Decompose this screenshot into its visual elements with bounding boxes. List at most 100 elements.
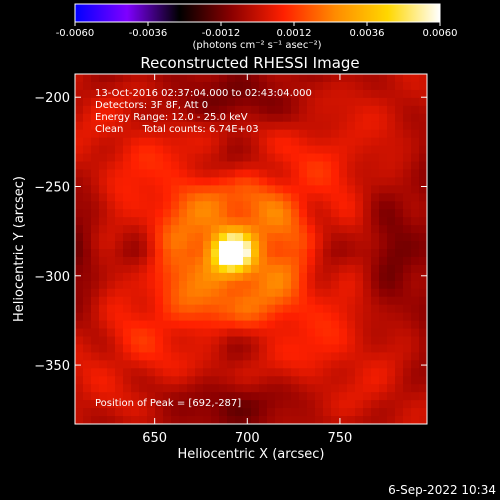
heatmap-pixel [315, 193, 324, 202]
heatmap-pixel [307, 272, 316, 282]
heatmap-pixel [219, 336, 228, 346]
heatmap-pixel [211, 328, 220, 338]
heatmap-pixel [331, 392, 340, 401]
heatmap-pixel [115, 185, 124, 194]
heatmap-pixel [203, 201, 212, 210]
heatmap-pixel [411, 249, 420, 258]
heatmap-pixel [115, 368, 124, 377]
heatmap-pixel [107, 312, 116, 322]
heatmap-pixel [259, 169, 268, 179]
heatmap-pixel [283, 352, 292, 361]
heatmap-pixel [403, 185, 412, 194]
heatmap-pixel [419, 272, 427, 282]
heatmap-pixel [131, 416, 140, 424]
heatmap-pixel [283, 408, 292, 417]
heatmap-pixel [235, 280, 244, 290]
heatmap-pixel [403, 233, 412, 242]
heatmap-pixel [235, 408, 244, 417]
heatmap-pixel [227, 312, 236, 322]
heatmap-pixel [419, 169, 427, 179]
heatmap-pixel [291, 328, 300, 338]
heatmap-pixel [411, 121, 420, 131]
heatmap-pixel [275, 225, 284, 234]
heatmap-pixel [323, 161, 332, 171]
heatmap-pixel [131, 336, 140, 346]
heatmap-pixel [347, 169, 356, 179]
heatmap-pixel [339, 376, 348, 385]
heatmap-pixel [283, 193, 292, 202]
heatmap-pixel [379, 352, 388, 361]
heatmap-pixel [243, 280, 252, 290]
heatmap-pixel [275, 392, 284, 401]
heatmap-image [75, 74, 427, 424]
heatmap-pixel [347, 241, 356, 250]
heatmap-pixel [251, 177, 260, 186]
heatmap-pixel [371, 169, 380, 179]
heatmap-pixel [347, 105, 356, 115]
heatmap-pixel [331, 400, 340, 409]
heatmap-pixel [91, 328, 100, 338]
heatmap-pixel [387, 105, 396, 115]
heatmap-pixel [195, 105, 204, 115]
heatmap-pixel [355, 344, 364, 354]
heatmap-pixel [91, 400, 100, 409]
heatmap-pixel [75, 209, 84, 218]
heatmap-pixel [283, 384, 292, 393]
heatmap-pixel [75, 89, 84, 99]
heatmap-pixel [155, 328, 164, 338]
heatmap-pixel [99, 272, 108, 282]
heatmap-pixel [411, 304, 420, 314]
colorbar-units-label: (photons cm⁻² s⁻¹ asec⁻²) [192, 40, 321, 51]
heatmap-pixel [163, 161, 172, 171]
heatmap-pixel [395, 320, 404, 330]
heatmap-pixel [179, 288, 188, 298]
heatmap-pixel [259, 264, 268, 274]
heatmap-pixel [139, 185, 148, 194]
heatmap-pixel [395, 153, 404, 163]
heatmap-pixel [379, 169, 388, 179]
heatmap-pixel [91, 368, 100, 377]
heatmap-pixel [235, 225, 244, 234]
heatmap-pixel [75, 264, 84, 274]
heatmap-pixel [123, 296, 132, 306]
heatmap-pixel [171, 74, 180, 83]
heatmap-pixel [315, 89, 324, 99]
heatmap-pixel [91, 360, 100, 369]
heatmap-pixel [203, 169, 212, 179]
heatmap-pixel [219, 209, 228, 218]
heatmap-pixel [235, 145, 244, 155]
heatmap-pixel [171, 81, 180, 91]
heatmap-pixel [323, 328, 332, 338]
heatmap-pixel [243, 217, 252, 226]
heatmap-pixel [267, 97, 276, 107]
heatmap-pixel [395, 81, 404, 91]
heatmap-pixel [251, 336, 260, 346]
heatmap-pixel [171, 392, 180, 401]
heatmap-pixel [235, 352, 244, 361]
heatmap-pixel [243, 225, 252, 234]
heatmap-pixel [275, 129, 284, 139]
heatmap-pixel [307, 304, 316, 314]
heatmap-pixel [299, 169, 308, 179]
heatmap-pixel [315, 360, 324, 369]
heatmap-pixel [211, 344, 220, 354]
heatmap-pixel [171, 233, 180, 242]
heatmap-pixel [123, 185, 132, 194]
heatmap-pixel [83, 272, 92, 282]
heatmap-pixel [259, 217, 268, 226]
heatmap-pixel [387, 217, 396, 226]
heatmap-pixel [387, 336, 396, 346]
heatmap-pixel [235, 105, 244, 115]
heatmap-pixel [267, 201, 276, 210]
heatmap-pixel [395, 312, 404, 322]
heatmap-pixel [363, 376, 372, 385]
heatmap-pixel [323, 89, 332, 99]
heatmap-pixel [339, 169, 348, 179]
heatmap-pixel [307, 89, 316, 99]
heatmap-pixel [147, 384, 156, 393]
heatmap-pixel [403, 312, 412, 322]
heatmap-pixel [123, 241, 132, 250]
heatmap-pixel [299, 145, 308, 155]
heatmap-pixel [99, 89, 108, 99]
heatmap-pixel [147, 249, 156, 258]
